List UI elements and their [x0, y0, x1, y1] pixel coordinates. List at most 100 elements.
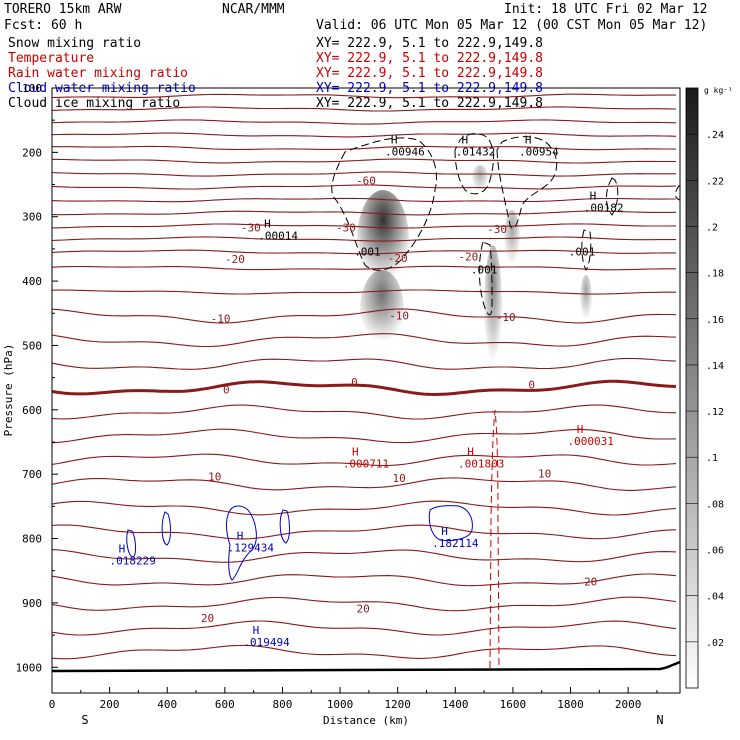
y-axis: 100 200 300 400 500 600 700 800 900 1000 [16, 82, 58, 674]
isotherm-line [52, 404, 676, 420]
maximum-marker: H [352, 446, 359, 459]
cloud-contour-mid2 [279, 509, 290, 544]
colorbar-fill [685, 87, 699, 689]
isotherm-label: 0 [223, 384, 230, 397]
y-tick-label: 100 [22, 82, 42, 95]
model-title: TORERO 15km ARW [4, 2, 122, 17]
maximum-value: .001 [569, 245, 596, 258]
ice-contour-lower [478, 241, 493, 316]
isotherm-label: -10 [389, 310, 409, 323]
colorbar-label: .22 [706, 176, 724, 187]
isotherm-label: 10 [393, 472, 406, 485]
x-tick-label: 2000 [615, 698, 642, 711]
maximum-value: .01432 [456, 146, 496, 159]
isotherm-line [52, 236, 676, 242]
isotherm-line [52, 357, 677, 370]
ground-line [52, 660, 680, 673]
colorbar-label: .2 [706, 222, 718, 233]
x-tick-label: 1400 [442, 698, 469, 711]
isotherm-line [52, 210, 677, 216]
y-tick-label: 300 [22, 211, 42, 224]
x-tick-label: 600 [215, 698, 235, 711]
maximum-value: .00014 [258, 229, 298, 242]
maximum-marker: H [119, 542, 126, 555]
y-tick-label: 900 [22, 597, 42, 610]
rain-contour-shaft [489, 409, 500, 669]
isotherm-line [52, 333, 677, 348]
isotherm-line [52, 453, 677, 467]
ice-contour-boundary [675, 184, 680, 201]
legend-name: Temperature [8, 51, 94, 66]
isotherm-label: 20 [356, 603, 369, 616]
forecast-hour: Fcst: 60 h [4, 18, 82, 33]
isotherm-label: -10 [496, 311, 516, 324]
ice-contour-east [496, 136, 558, 229]
maximum-marker: H [467, 446, 474, 459]
ice-contour-north [454, 133, 494, 195]
colorbar-label: .16 [706, 315, 724, 326]
isotherm-line [52, 223, 677, 229]
isotherm-line [52, 549, 677, 563]
field-legend: Snow mixing ratio XY= 222.9, 5.1 to 222.9… [8, 36, 543, 111]
maximum-value: .000711 [343, 458, 389, 471]
maximum-value: .001 [354, 245, 381, 258]
south-end-label: S [81, 713, 88, 727]
maximum-value: .182114 [432, 537, 479, 550]
maximum-marker: H [237, 529, 244, 542]
isotherm-line [52, 477, 677, 491]
legend-xy: XY= 222.9, 5.1 to 222.9,149.8 [316, 96, 543, 111]
isotherm-line [52, 308, 677, 324]
isotherm-line [52, 500, 677, 516]
isotherm-line [52, 145, 677, 151]
maximum-marker: H [461, 134, 468, 147]
cloud-contour-west2 [161, 511, 171, 546]
x-tick-label: 400 [157, 698, 177, 711]
snow-east-top [504, 210, 520, 270]
x-tick-label: 200 [100, 698, 120, 711]
maximum-marker: H [577, 423, 584, 436]
colorbar-label: .12 [706, 407, 724, 418]
x-tick-label: 1200 [384, 698, 411, 711]
isotherm-line [52, 184, 677, 190]
valid-time: Valid: 06 UTC Mon 05 Mar 12 (00 CST Mon … [316, 18, 707, 33]
cloud-ice-contours [331, 133, 680, 316]
isotherm-line [52, 596, 677, 612]
x-axis: 0 200 400 600 800 1000 1200 1400 1600 1800 2000 [49, 687, 658, 711]
isotherm-label: 20 [201, 612, 214, 625]
x-tick-label: 800 [273, 698, 293, 711]
isotherm-label: -60 [356, 175, 376, 188]
isotherm-line [52, 132, 677, 138]
cloud-water-contours [126, 505, 473, 581]
cloud-contour-west [126, 529, 136, 558]
isotherm-label: -20 [225, 253, 245, 266]
x-tick-label: 1800 [557, 698, 584, 711]
ice-contour-main [331, 137, 437, 271]
x-tick-label: 0 [49, 698, 56, 711]
north-end-label: N [656, 713, 663, 727]
snow-east [580, 275, 592, 325]
snow-core-main [357, 190, 409, 290]
y-tick-label: 600 [22, 404, 42, 417]
isotherm-line [52, 428, 677, 444]
isotherm-line [52, 93, 677, 99]
maximum-marker: H [441, 525, 448, 538]
y-tick-label: 200 [22, 146, 42, 159]
snow-upper [472, 165, 488, 195]
isotherm-line [52, 106, 677, 112]
x-axis-label: Distance (km) [323, 714, 409, 727]
isotherm-line [52, 620, 677, 636]
isotherm-label: 0 [351, 376, 358, 389]
isotherm-line [52, 249, 676, 255]
colorbar: g kg⁻¹ .24 .22 .2 .18 .16 .14 .12 .1 .08 .06 .04 .0… [685, 86, 733, 689]
maximum-value: .00954 [519, 146, 559, 159]
isotherm-line [52, 524, 677, 540]
maximum-value: .129434 [228, 541, 275, 554]
maximum-marker: H [264, 217, 271, 230]
maximum-value: .019494 [243, 636, 290, 649]
isotherm-label: -30 [487, 223, 507, 236]
y-tick-label: 500 [22, 339, 42, 352]
isotherm-label: 10 [208, 471, 221, 484]
colorbar-label: .14 [706, 361, 724, 372]
legend-xy: XY= 222.9, 5.1 to 222.9,149.8 [316, 66, 543, 81]
